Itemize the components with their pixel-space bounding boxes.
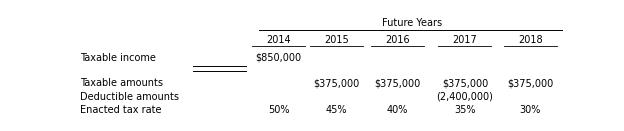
Text: 2017: 2017 <box>452 35 477 45</box>
Text: 35%: 35% <box>454 105 475 115</box>
Text: $850,000: $850,000 <box>256 53 302 63</box>
Text: Taxable income: Taxable income <box>80 53 156 63</box>
Text: 2016: 2016 <box>385 35 409 45</box>
Text: 2014: 2014 <box>266 35 291 45</box>
Text: 45%: 45% <box>326 105 348 115</box>
Text: $375,000: $375,000 <box>314 78 360 88</box>
Text: Deductible amounts: Deductible amounts <box>80 92 180 102</box>
Text: 2018: 2018 <box>518 35 542 45</box>
Text: 40%: 40% <box>386 105 408 115</box>
Text: Future Years: Future Years <box>382 18 442 28</box>
Text: 50%: 50% <box>268 105 290 115</box>
Text: Taxable amounts: Taxable amounts <box>80 78 163 88</box>
Text: 30%: 30% <box>519 105 541 115</box>
Text: $375,000: $375,000 <box>374 78 421 88</box>
Text: Enacted tax rate: Enacted tax rate <box>80 105 162 115</box>
Text: (2,400,000): (2,400,000) <box>436 92 494 102</box>
Text: 2015: 2015 <box>324 35 349 45</box>
Text: $375,000: $375,000 <box>442 78 488 88</box>
Text: $375,000: $375,000 <box>507 78 553 88</box>
